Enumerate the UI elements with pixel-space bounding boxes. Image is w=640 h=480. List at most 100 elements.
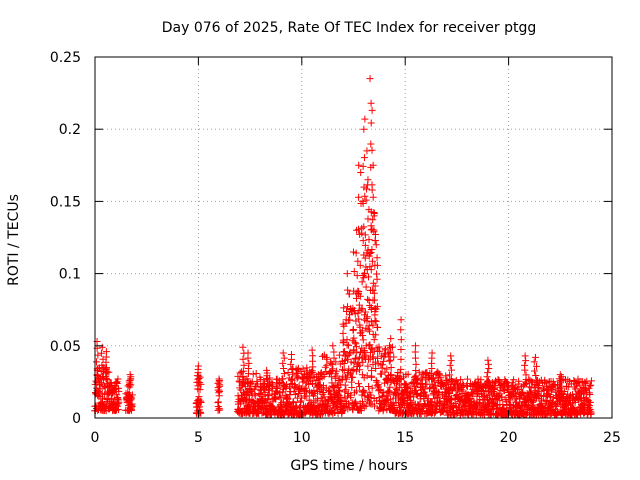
data-point [386, 349, 394, 357]
data-point [296, 390, 304, 398]
data-point [439, 380, 447, 388]
data-point [434, 368, 442, 376]
data-point [357, 306, 365, 314]
data-point [422, 391, 430, 399]
data-point [361, 311, 369, 319]
data-point [499, 383, 507, 391]
data-point [127, 395, 135, 403]
data-point [328, 373, 336, 381]
data-point [340, 304, 348, 312]
data-point [484, 381, 492, 389]
data-point [367, 266, 375, 274]
x-tick-label: 25 [603, 430, 621, 446]
data-point [373, 323, 381, 331]
data-point [314, 395, 322, 403]
data-point [328, 360, 336, 368]
data-point [343, 336, 351, 344]
data-point [372, 364, 380, 372]
data-point [435, 370, 443, 378]
data-point [421, 370, 429, 378]
data-point [358, 278, 366, 286]
data-point [587, 377, 595, 385]
data-point [499, 401, 507, 409]
data-point [345, 290, 353, 298]
data-point [348, 367, 356, 375]
data-point [373, 303, 381, 311]
data-point [372, 377, 380, 385]
data-point [366, 75, 374, 83]
y-axis-title: ROTI / TECUs [6, 194, 22, 286]
data-point [533, 362, 541, 370]
data-point [399, 398, 407, 406]
data-point [363, 185, 371, 193]
data-point [214, 384, 222, 392]
data-point [108, 390, 116, 398]
data-point [344, 355, 351, 363]
data-point [323, 355, 331, 363]
data-point [477, 376, 485, 384]
data-point [367, 99, 375, 107]
data-point [368, 225, 376, 233]
data-point [361, 231, 369, 239]
data-point [379, 405, 387, 413]
data-point [368, 384, 376, 392]
data-point [115, 384, 123, 392]
data-point [114, 395, 122, 403]
data-point [309, 380, 317, 388]
data-point [244, 380, 252, 388]
data-point [457, 376, 465, 384]
data-point [279, 359, 287, 367]
data-point [368, 106, 376, 114]
data-point [361, 308, 369, 316]
data-point [328, 379, 336, 387]
data-point [379, 357, 387, 365]
data-point [362, 351, 370, 359]
data-point [365, 252, 373, 260]
data-point [346, 349, 354, 357]
data-point [387, 371, 395, 379]
data-point [464, 390, 472, 398]
data-point [297, 397, 305, 405]
data-point [216, 382, 224, 390]
data-point [429, 375, 437, 383]
data-point [488, 403, 496, 411]
data-point [433, 393, 441, 401]
data-point [494, 392, 502, 400]
data-point [335, 351, 343, 359]
data-point [484, 369, 492, 377]
data-point [107, 394, 115, 402]
data-point [341, 381, 349, 389]
data-point [355, 301, 363, 309]
data-point [128, 406, 136, 414]
data-point [307, 374, 315, 382]
data-point [532, 372, 540, 380]
data-point [510, 376, 518, 384]
data-point [412, 367, 420, 375]
data-point [447, 380, 455, 388]
data-point [115, 398, 123, 406]
data-point [360, 347, 368, 355]
data-point [102, 374, 110, 382]
x-tick-label: 10 [293, 430, 311, 446]
data-point [299, 365, 307, 373]
data-point [337, 393, 345, 401]
data-point [397, 365, 405, 373]
data-point [415, 368, 423, 376]
data-point [482, 392, 490, 400]
data-point [363, 372, 371, 380]
data-point [385, 342, 393, 350]
data-point [287, 360, 295, 368]
data-point [397, 316, 405, 324]
data-point [442, 372, 450, 380]
data-point [275, 379, 283, 387]
data-point [384, 388, 392, 396]
data-point [308, 346, 316, 354]
data-point [412, 354, 420, 362]
data-point [330, 348, 338, 356]
data-point [287, 355, 295, 363]
data-point [367, 394, 375, 402]
data-point [446, 361, 454, 369]
data-point [243, 388, 251, 396]
data-point [586, 398, 594, 406]
data-point [98, 361, 106, 369]
